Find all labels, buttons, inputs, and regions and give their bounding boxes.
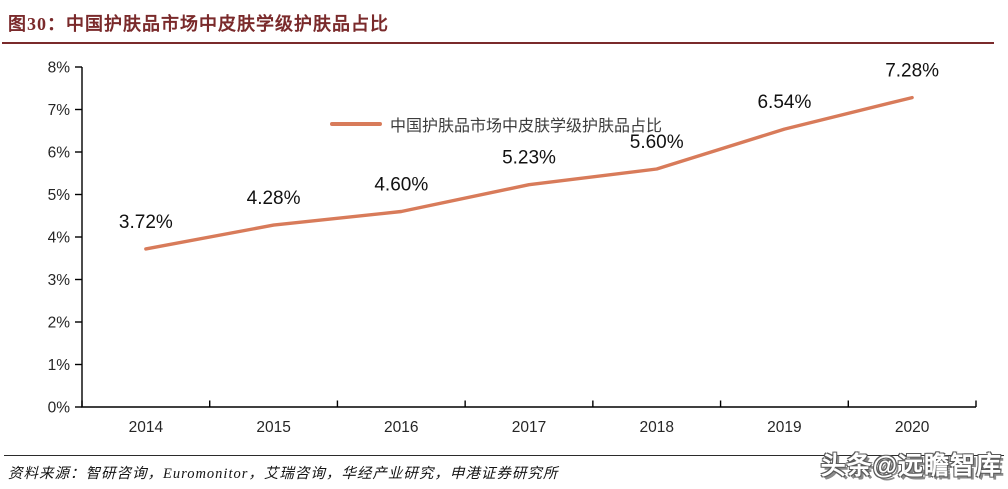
data-label: 3.72% [119, 212, 173, 233]
chart-legend: 中国护肤品市场中皮肤学级护肤品占比 [330, 112, 662, 136]
y-tick-label: 2% [48, 315, 71, 332]
y-tick-label: 8% [48, 60, 71, 77]
legend-label: 中国护肤品市场中皮肤学级护肤品占比 [390, 118, 663, 135]
x-tick-label: 2017 [512, 419, 546, 436]
x-axis-ticks: 2014 2015 2016 2017 2018 2019 2020 [81, 400, 977, 436]
y-tick-label: 5% [48, 187, 71, 204]
data-label: 6.54% [757, 92, 811, 113]
x-tick-label: 2016 [384, 419, 418, 436]
y-axis-ticks: 0% 1% 2% 3% 4% 5% 6% 7% 8% [48, 60, 82, 417]
y-tick-label: 3% [48, 272, 71, 289]
data-labels: 3.72% 4.28% 4.60% 5.23% 5.60% 6.54% 7.28% [119, 61, 939, 233]
x-tick-label: 2019 [767, 419, 801, 436]
y-tick-label: 7% [48, 102, 71, 119]
figure-header: 图30：中国护肤品市场中皮肤学级护肤品占比 [8, 10, 1000, 36]
x-tick-label: 2014 [129, 419, 164, 436]
legend-line-swatch [330, 122, 382, 126]
x-tick-label: 2018 [639, 419, 673, 436]
x-tick-label: 2015 [256, 419, 290, 436]
data-label: 4.28% [247, 188, 301, 209]
y-tick-label: 6% [48, 145, 71, 162]
chart-area: 0% 1% 2% 3% 4% 5% 6% 7% 8% 2014 2015 2016 2017 2018 20… [0, 50, 1008, 440]
data-label: 5.60% [630, 132, 684, 153]
data-label: 7.28% [885, 61, 939, 82]
data-label: 4.60% [374, 175, 428, 196]
y-tick-label: 0% [48, 400, 71, 417]
source-note: 资料来源：智研咨询，Euromonitor，艾瑞咨询，华经产业研究，申港证券研究… [8, 466, 559, 482]
x-tick-label: 2020 [895, 419, 930, 436]
watermark: 头条@远瞻智库 [820, 452, 1002, 480]
footer-divider [4, 455, 1004, 456]
title-underline [2, 42, 994, 44]
y-tick-label: 4% [48, 230, 71, 247]
series-line [144, 95, 914, 251]
figure-title: 图30：中国护肤品市场中皮肤学级护肤品占比 [8, 14, 389, 34]
data-label: 5.23% [502, 148, 556, 169]
y-tick-label: 1% [48, 357, 71, 374]
line-chart: 0%1%2%3%4%5%6%7%8%2014 2015 2016 2017 2018 20… [48, 60, 977, 436]
